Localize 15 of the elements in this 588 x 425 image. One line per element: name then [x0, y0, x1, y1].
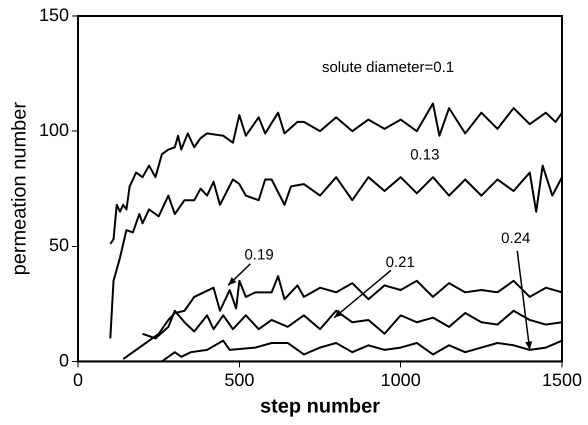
annotation: 0.19 — [244, 246, 274, 264]
x-tick-label: 1500 — [542, 370, 582, 390]
x-tick-label: 1000 — [380, 370, 421, 390]
annotation: solute diameter=0.1 — [322, 59, 454, 76]
annotation: 0.21 — [386, 254, 415, 271]
x-tick-label: 500 — [224, 370, 254, 390]
annotation: 0.13 — [410, 146, 440, 164]
y-tick-label: 0 — [59, 350, 70, 370]
annotation: 0.24 — [501, 230, 530, 248]
y-axis-title: permeation number — [8, 102, 31, 276]
y-tick-label: 50 — [49, 235, 70, 256]
x-tick-label: 0 — [73, 370, 84, 390]
x-axis-title: step number — [260, 396, 380, 418]
y-tick-label: 100 — [38, 120, 70, 140]
y-tick-label: 150 — [38, 4, 70, 25]
